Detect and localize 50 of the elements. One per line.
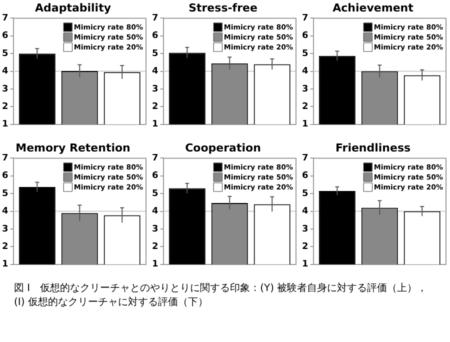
y-tick-label: 6 [152,31,158,42]
y-tick-label: 5 [2,188,8,199]
y-tick-label: 5 [302,48,308,59]
y-tick-label: 5 [152,48,158,59]
y-tick-label: 1 [152,120,158,130]
y-tick-label: 5 [302,188,308,199]
y-tick-label: 1 [2,120,8,130]
y-tick-label: 4 [152,66,158,77]
y-tick-label: 4 [2,66,8,77]
y-tick-label: 5 [2,48,8,59]
chart-title: Adaptability [35,1,111,14]
y-tick-label: 1 [302,260,308,270]
y-tick-label: 4 [302,66,308,77]
y-tick-label: 1 [302,120,308,130]
chart-title: Achievement [332,1,414,14]
chart-title: Cooperation [185,141,261,154]
y-tick-label: 3 [2,84,8,94]
y-tick-label: 7 [302,154,308,164]
y-tick-label: 2 [302,102,308,112]
y-tick-label: 7 [2,154,8,164]
y-tick-label: 7 [152,14,158,24]
y-tick-label: 2 [152,102,158,112]
y-tick-label: 6 [302,31,308,42]
y-tick-label: 5 [152,188,158,199]
y-tick-label: 6 [2,171,8,182]
y-tick-label: 7 [2,14,8,24]
text: 図 I 仮想的なクリーチャとのやりとりに関する印象：(Y) 被験者自身に対する評価（上）， [14,282,428,296]
y-tick-label: 7 [302,14,308,24]
y-tick-label: 2 [302,242,308,252]
y-tick-label: 6 [302,171,308,182]
y-tick-label: 2 [2,102,8,112]
y-tick-label: 4 [152,206,158,217]
y-tick-label: 6 [152,171,158,182]
y-tick-label: 1 [2,260,8,270]
chart-title: Friendliness [335,141,411,154]
y-tick-label: 3 [152,84,158,94]
chart-title: Memory Retention [16,141,130,154]
y-tick-label: 2 [152,242,158,252]
y-tick-label: 3 [302,84,308,94]
y-tick-label: 1 [152,260,158,270]
y-tick-label: 3 [302,224,308,234]
y-tick-label: 3 [2,224,8,234]
chart-title: Stress-free [188,1,258,14]
y-tick-label: 3 [152,224,158,234]
y-tick-label: 6 [2,31,8,42]
y-tick-label: 4 [2,206,8,217]
text: (I) 仮想的なクリーチャに対する評価（下） [14,296,209,310]
y-tick-label: 7 [152,154,158,164]
y-tick-label: 4 [302,206,308,217]
y-tick-label: 2 [2,242,8,252]
